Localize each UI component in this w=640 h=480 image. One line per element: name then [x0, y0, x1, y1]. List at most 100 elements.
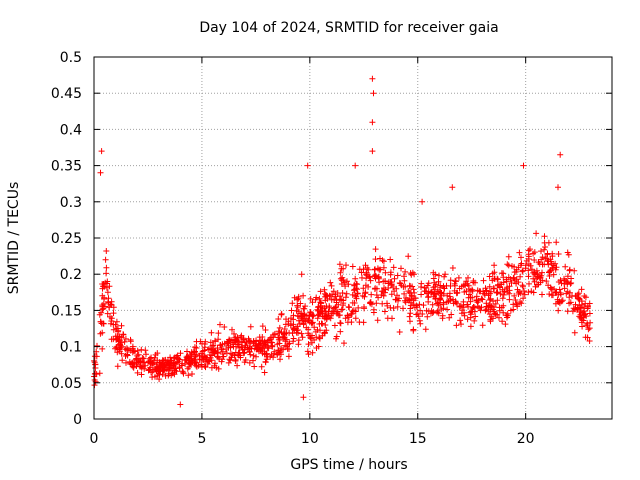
- data-point: [372, 246, 379, 253]
- data-point: [492, 311, 499, 318]
- data-point: [402, 268, 409, 275]
- data-point: [101, 294, 108, 301]
- data-point: [333, 299, 340, 306]
- data-point: [99, 285, 106, 292]
- data-point: [456, 285, 463, 292]
- data-point: [535, 259, 542, 265]
- data-point: [388, 291, 395, 298]
- data-point: [394, 272, 401, 279]
- data-point: [390, 264, 397, 271]
- data-point: [382, 278, 389, 285]
- data-point: [359, 274, 365, 281]
- y-tick-label: 0.25: [51, 231, 82, 247]
- data-point: [460, 298, 467, 305]
- data-point: [499, 318, 506, 325]
- data-point: [214, 345, 221, 351]
- data-point: [121, 338, 128, 345]
- data-point: [516, 249, 523, 256]
- data-point: [351, 300, 358, 306]
- data-point: [586, 338, 593, 344]
- data-point: [457, 303, 464, 309]
- data-point: [221, 324, 228, 330]
- data-point: [98, 320, 105, 327]
- data-point: [396, 329, 403, 335]
- data-point: [332, 304, 339, 311]
- data-point: [518, 300, 525, 307]
- data-point: [394, 292, 400, 299]
- data-point: [141, 365, 148, 372]
- x-axis-label: GPS time / hours: [290, 457, 407, 473]
- data-point: [309, 313, 316, 320]
- data-point: [169, 365, 176, 372]
- data-point: [570, 305, 577, 312]
- data-point: [435, 278, 442, 285]
- data-point: [562, 263, 569, 270]
- data-point: [444, 306, 451, 313]
- data-point: [546, 291, 553, 298]
- data-point: [511, 274, 517, 281]
- data-point: [422, 326, 429, 333]
- data-point: [191, 344, 198, 351]
- data-point: [212, 360, 218, 367]
- data-point: [481, 290, 488, 297]
- y-tick-label: 0.5: [60, 50, 82, 66]
- data-point: [303, 312, 310, 319]
- data-point: [360, 285, 367, 292]
- data-point: [432, 271, 439, 278]
- data-point: [363, 271, 370, 278]
- data-point: [247, 323, 254, 330]
- data-point: [407, 283, 414, 290]
- data-point: [401, 297, 408, 304]
- data-point: [504, 310, 511, 317]
- data-point: [204, 357, 211, 364]
- data-point: [283, 343, 290, 350]
- data-point: [208, 329, 215, 336]
- data-point: [344, 312, 351, 319]
- data-point: [320, 313, 327, 320]
- data-point: [323, 303, 330, 310]
- data-point: [462, 282, 469, 289]
- data-point: [325, 308, 332, 315]
- data-point: [556, 286, 563, 293]
- data-point: [465, 274, 471, 281]
- data-point: [201, 363, 208, 369]
- data-point: [259, 323, 266, 330]
- data-point: [258, 344, 265, 351]
- data-point: [99, 345, 106, 352]
- data-point: [419, 198, 426, 205]
- data-point: [207, 351, 213, 358]
- data-point: [373, 300, 380, 307]
- data-point: [550, 262, 557, 269]
- data-point: [496, 304, 503, 311]
- data-point: [94, 342, 100, 349]
- data-point: [271, 330, 278, 337]
- data-point: [123, 359, 129, 366]
- data-point: [275, 316, 282, 322]
- data-point: [410, 286, 417, 293]
- data-point: [502, 321, 509, 328]
- data-point: [541, 246, 548, 253]
- data-point: [232, 358, 239, 364]
- data-point: [262, 327, 269, 333]
- data-point: [482, 285, 489, 292]
- data-point: [429, 310, 436, 316]
- data-point: [140, 355, 147, 362]
- data-point: [345, 281, 352, 288]
- y-axis-label: SRMTID / TECUs: [6, 182, 22, 295]
- data-point: [410, 301, 417, 308]
- data-point: [106, 304, 113, 311]
- data-point: [283, 336, 290, 343]
- data-point: [471, 317, 478, 324]
- data-point: [521, 288, 527, 294]
- y-tick-label: 0.45: [51, 86, 82, 102]
- data-point: [322, 322, 329, 328]
- data-point: [295, 330, 301, 336]
- data-point: [271, 350, 277, 357]
- data-point: [491, 310, 498, 317]
- data-point: [287, 320, 294, 327]
- data-point: [552, 266, 559, 273]
- data-point: [176, 364, 183, 370]
- data-point: [134, 369, 141, 376]
- data-point: [208, 346, 215, 353]
- data-point: [445, 298, 452, 305]
